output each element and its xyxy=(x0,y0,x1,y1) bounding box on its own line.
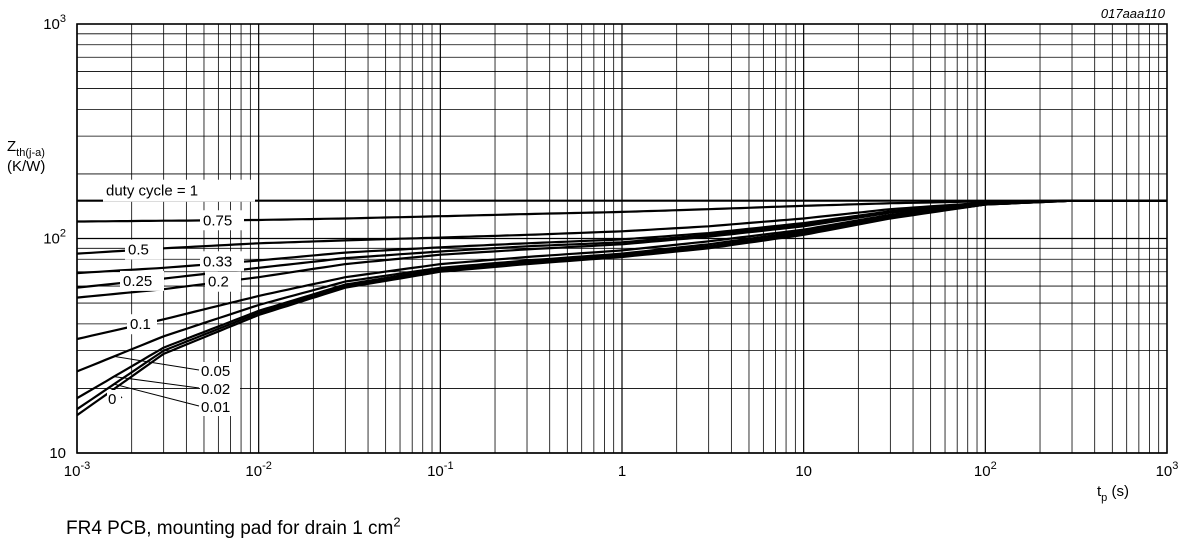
series-label-2: 0.5 xyxy=(128,242,149,259)
x-tick-label: 10-3 xyxy=(64,460,90,480)
y-axis-unit: (K/W) xyxy=(7,158,45,175)
series-label-bg-10 xyxy=(107,390,121,408)
series-label-3: 0.33 xyxy=(203,253,232,270)
series-label-bg-6 xyxy=(127,314,157,335)
series-label-bg-9 xyxy=(200,398,240,416)
series-line-1 xyxy=(77,199,1167,223)
x-tick-label: 1 xyxy=(618,463,626,480)
series-label-bg-2 xyxy=(125,239,163,260)
y-tick-label: 103 xyxy=(43,13,66,33)
caption-superscript: 2 xyxy=(393,514,401,530)
x-tick-labels: 10-3 10-2 10-1 1 10 102 103 xyxy=(64,460,1179,480)
series-callout-line-8 xyxy=(114,376,200,389)
series-label-7: 0.05 xyxy=(201,363,230,380)
y-tick-label: 102 xyxy=(43,228,66,248)
x-axis-label: tp (s) xyxy=(1097,483,1129,504)
series-line-10 xyxy=(76,199,1167,417)
series-label-0: duty cycle = 1 xyxy=(106,183,198,200)
y-axis-label-sub: th(j-a) xyxy=(16,147,45,159)
series-label-bg-5 xyxy=(205,271,241,292)
series-label-bg-7 xyxy=(200,362,240,380)
x-tick-label: 10 xyxy=(795,463,812,480)
series-label-bg-0 xyxy=(103,179,255,202)
series-label-bg-1 xyxy=(200,210,244,231)
series-label-bg-8 xyxy=(200,380,240,398)
y-tick-label: 10 xyxy=(49,445,66,462)
series-label-bg-3 xyxy=(200,251,244,272)
series-callout-line-9 xyxy=(113,383,200,407)
series-layer xyxy=(76,199,1167,417)
caption-text: FR4 PCB, mounting pad for drain 1 cm xyxy=(66,518,394,539)
plot-frame xyxy=(76,23,1168,454)
y-axis-label-main: Z xyxy=(7,138,16,155)
y-axis-label: Zth(j-a) xyxy=(7,138,45,159)
series-label-8: 0.02 xyxy=(201,381,230,398)
label-layer: duty cycle = 10.750.50.330.25 0.20.10.050… xyxy=(103,179,255,416)
series-label-5: 0.2 xyxy=(208,274,229,291)
y-tick-labels: 10 102 103 xyxy=(43,13,66,462)
series-label-6: 0.1 xyxy=(130,316,151,333)
thermal-impedance-chart: duty cycle = 10.750.50.330.25 0.20.10.050… xyxy=(7,6,1179,504)
series-label-10: 0 xyxy=(108,391,116,408)
x-axis-label-unit: (s) xyxy=(1107,483,1129,500)
figure-caption: FR4 PCB, mounting pad for drain 1 cm2 xyxy=(66,514,401,540)
series-label-bg-4 xyxy=(120,270,164,291)
x-tick-label: 10-1 xyxy=(427,460,453,480)
x-axis-label-sub: p xyxy=(1101,492,1107,504)
x-tick-label: 10-2 xyxy=(245,460,271,480)
series-label-1: 0.75 xyxy=(203,212,232,229)
x-tick-label: 102 xyxy=(974,460,997,480)
x-axis-label-main: t xyxy=(1097,483,1102,500)
series-label-4: 0.25 xyxy=(123,273,152,290)
series-callout-line-7 xyxy=(114,355,200,371)
series-label-9: 0.01 xyxy=(201,399,230,416)
figure-code: 017aaa110 xyxy=(1101,6,1166,21)
x-tick-label: 103 xyxy=(1156,460,1179,480)
